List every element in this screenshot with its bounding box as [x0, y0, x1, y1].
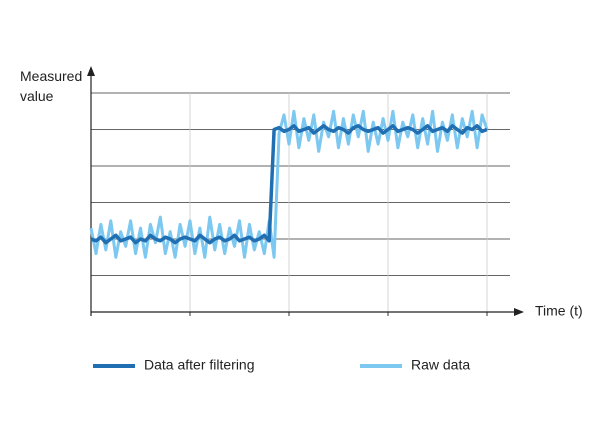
y-axis-arrow	[87, 66, 95, 76]
data-line	[89, 109, 489, 259]
legend-label: Data after filtering	[144, 357, 255, 373]
data-line	[90, 124, 488, 245]
legend-label: Raw data	[411, 357, 470, 373]
y-axis-label: Measured value	[20, 68, 83, 104]
x-axis-arrow	[514, 308, 524, 316]
x-axis-label: Time (t)	[535, 303, 583, 319]
